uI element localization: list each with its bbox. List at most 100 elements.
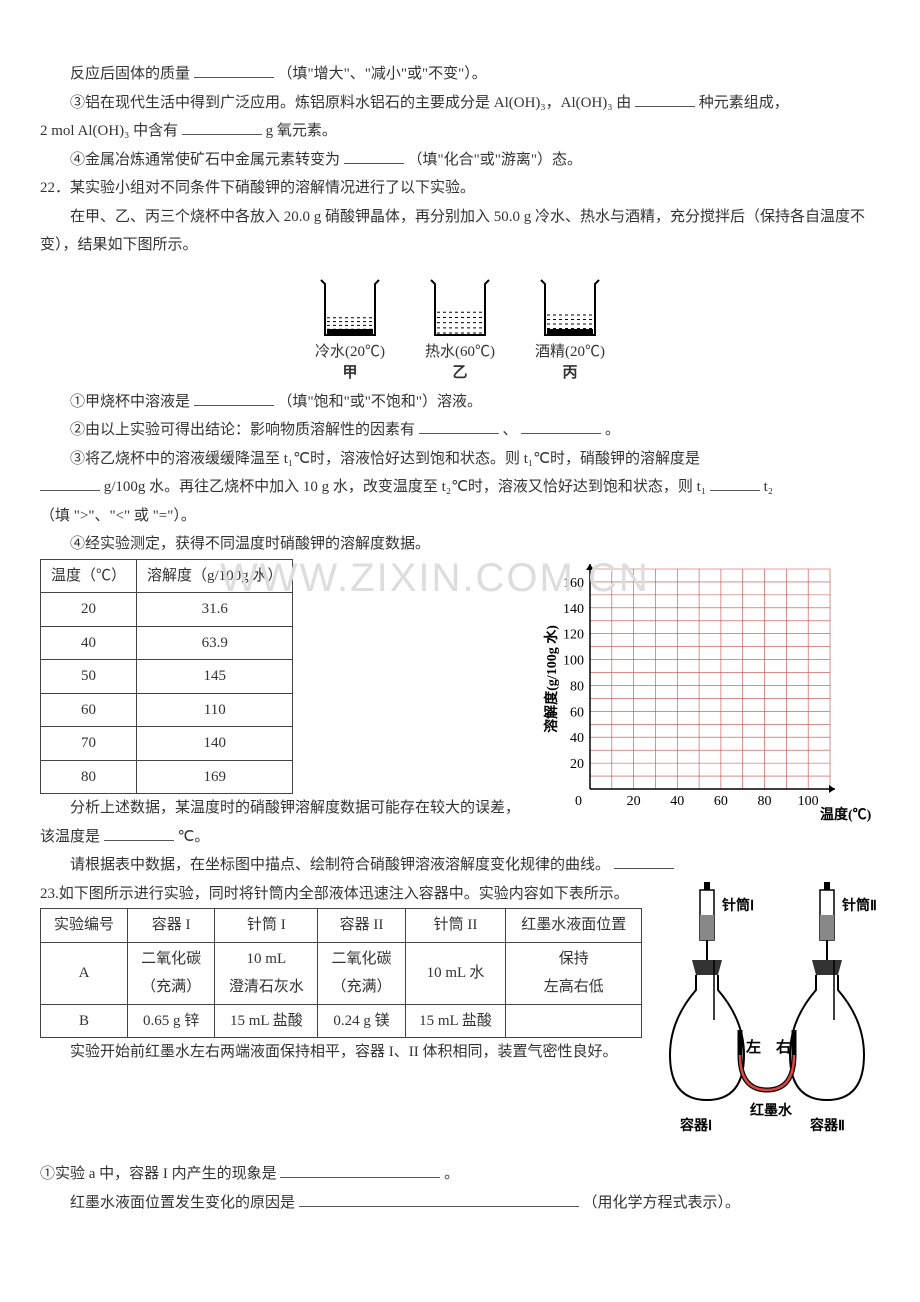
text: g/100g 水。再往乙烧杯中加入 10 g 水，改变温度至 t₂℃时，溶液又恰… xyxy=(104,479,706,495)
svg-text:红墨水: 红墨水 xyxy=(750,1102,793,1119)
beaker-name: 甲 xyxy=(342,363,357,384)
table-cell: 70 xyxy=(41,727,137,761)
beaker-name: 丙 xyxy=(562,363,577,384)
beaker-label: 冷水(20℃) xyxy=(315,342,385,363)
table-cell: B xyxy=(41,1004,128,1038)
table-row: 实验编号 容器 I 针筒 I 容器 II 针筒 II 红墨水液面位置 xyxy=(41,909,642,943)
table-cell: 15 mL 盐酸 xyxy=(405,1004,506,1038)
text: ③铝在现代生活中得到广泛应用。炼铝原料水铝石的主要成分是 Al(OH)₃，Al(… xyxy=(70,95,631,111)
svg-text:溶解度(g/100g 水): 溶解度(g/100g 水) xyxy=(543,624,560,732)
table-cell: 0.65 g 锌 xyxy=(128,1004,215,1038)
q22-intro: 在甲、乙、丙三个烧杯中各放入 20.0 g 硝酸钾晶体，再分别加入 50.0 g… xyxy=(40,203,880,260)
beaker-name: 乙 xyxy=(452,363,467,384)
svg-text:容器Ⅰ: 容器Ⅰ xyxy=(679,1117,712,1134)
table-header: 容器 II xyxy=(318,909,405,943)
table-cell: 保持左高右低 xyxy=(506,942,642,1004)
svg-text:80: 80 xyxy=(758,794,772,809)
svg-text:160: 160 xyxy=(563,575,584,590)
blank[interactable] xyxy=(521,418,601,434)
table-header: 温度（℃） xyxy=(41,559,137,593)
table-row: 4063.9 xyxy=(41,626,293,660)
beaker-label: 酒精(20℃) xyxy=(535,342,605,363)
q22-p4: ④经实验测定，获得不同温度时硝酸钾的溶解度数据。 xyxy=(40,530,880,559)
svg-text:120: 120 xyxy=(563,627,584,642)
table-cell: 50 xyxy=(41,660,137,694)
table-row: 50145 xyxy=(41,660,293,694)
q23-q2: 红墨水液面位置发生变化的原因是 （用化学方程式表示）。 xyxy=(40,1189,880,1218)
table-cell: 140 xyxy=(137,727,293,761)
blank[interactable] xyxy=(104,825,174,841)
beaker-label: 热水(60℃) xyxy=(425,342,495,363)
table-header: 针筒 II xyxy=(405,909,506,943)
table-cell: 60 xyxy=(41,693,137,727)
apparatus-svg: 针筒Ⅰ 针筒Ⅱ 左 右 红墨水 容器Ⅰ 容器Ⅱ xyxy=(650,880,880,1150)
text: g 氧元素。 xyxy=(266,123,337,139)
svg-text:100: 100 xyxy=(563,653,584,668)
text: ③将乙烧杯中的溶液缓缓降温至 t₁℃时，溶液恰好达到饱和状态。则 t₁℃时，硝酸… xyxy=(70,451,700,467)
text: 2 mol Al(OH)₃ 中含有 xyxy=(40,123,178,139)
text: 种元素组成， xyxy=(699,95,789,111)
text: 请根据表中数据，在坐标图中描点、绘制符合硝酸钾溶液溶解度变化规律的曲线。 xyxy=(70,857,610,873)
svg-text:40: 40 xyxy=(570,731,584,746)
text: ①实验 a 中，容器 I 内产生的现象是 xyxy=(40,1166,277,1182)
table-header: 溶解度（g/100g 水） xyxy=(137,559,293,593)
blank[interactable] xyxy=(344,148,404,164)
svg-text:20: 20 xyxy=(627,794,641,809)
svg-text:针筒Ⅱ: 针筒Ⅱ xyxy=(841,897,877,914)
table-cell xyxy=(506,1004,642,1038)
table-cell: 145 xyxy=(137,660,293,694)
blank[interactable] xyxy=(635,91,695,107)
blank[interactable] xyxy=(710,475,760,491)
beaker: 酒精(20℃)丙 xyxy=(535,272,605,384)
q22-p2: ②由以上实验可得出结论：影响物质溶解性的因素有 、 。 xyxy=(40,416,880,445)
blank[interactable] xyxy=(299,1191,579,1207)
svg-text:40: 40 xyxy=(670,794,684,809)
q21-line1: 反应后固体的质量 （填"增大"、"减小"或"不变"）。 xyxy=(40,60,880,89)
blank[interactable] xyxy=(194,390,274,406)
q21-line3: 2 mol Al(OH)₃ 中含有 g 氧元素。 xyxy=(40,117,880,146)
text: ④金属冶炼通常使矿石中金属元素转变为 xyxy=(70,152,340,168)
svg-text:80: 80 xyxy=(570,679,584,694)
blank[interactable] xyxy=(182,119,262,135)
q23-footer1: 实验开始前红墨水左右两端液面保持相平，容器 I、II 体积相同，装置气密性良好。 xyxy=(40,1038,642,1067)
text: ①甲烧杯中溶液是 xyxy=(70,394,190,410)
svg-text:0: 0 xyxy=(575,794,582,809)
table-cell: 二氧化碳（充满） xyxy=(318,942,405,1004)
table-header: 实验编号 xyxy=(41,909,128,943)
table-cell: 0.24 g 镁 xyxy=(318,1004,405,1038)
beaker-icon xyxy=(535,272,605,342)
text: 。 xyxy=(605,422,620,438)
table-header: 针筒 I xyxy=(215,909,318,943)
q22-p5: 分析上述数据，某温度时的硝酸钾溶解度数据可能存在较大的误差，该温度是 ℃。 xyxy=(40,794,530,851)
table-cell: 63.9 xyxy=(137,626,293,660)
svg-text:左: 左 xyxy=(745,1038,761,1056)
text: （填"饱和"或"不饱和"）溶液。 xyxy=(278,394,483,410)
beaker-icon xyxy=(425,272,495,342)
blank[interactable] xyxy=(194,62,274,78)
blank[interactable] xyxy=(40,475,100,491)
blank[interactable] xyxy=(280,1162,440,1178)
q22-p1: ①甲烧杯中溶液是 （填"饱和"或"不饱和"）溶液。 xyxy=(40,388,880,417)
table-row: 80169 xyxy=(41,760,293,794)
table-cell: 31.6 xyxy=(137,593,293,627)
q22-title: 22．某实验小组对不同条件下硝酸钾的溶解情况进行了以下实验。 xyxy=(40,174,880,203)
beaker: 冷水(20℃)甲 xyxy=(315,272,385,384)
q22-p6: 请根据表中数据，在坐标图中描点、绘制符合硝酸钾溶液溶解度变化规律的曲线。 xyxy=(40,851,880,880)
svg-text:针筒Ⅰ: 针筒Ⅰ xyxy=(721,897,754,914)
q23-title: 23.如下图所示进行实验，同时将针筒内全部液体迅速注入容器中。实验内容如下表所示… xyxy=(40,880,642,909)
text: （用化学方程式表示）。 xyxy=(583,1195,741,1211)
experiment-table: 实验编号 容器 I 针筒 I 容器 II 针筒 II 红墨水液面位置 A 二氧化… xyxy=(40,908,642,1038)
table-cell: 15 mL 盐酸 xyxy=(215,1004,318,1038)
svg-text:60: 60 xyxy=(714,794,728,809)
blank[interactable] xyxy=(614,853,674,869)
table-cell: 二氧化碳（充满） xyxy=(128,942,215,1004)
table-row: A 二氧化碳（充满） 10 mL澄清石灰水 二氧化碳（充满） 10 mL 水 保… xyxy=(41,942,642,1004)
beaker: 热水(60℃)乙 xyxy=(425,272,495,384)
svg-text:容器Ⅱ: 容器Ⅱ xyxy=(809,1117,845,1134)
table-cell: 80 xyxy=(41,760,137,794)
text: ②由以上实验可得出结论：影响物质溶解性的因素有 xyxy=(70,422,415,438)
svg-text:20: 20 xyxy=(570,757,584,772)
blank[interactable] xyxy=(419,418,499,434)
q22-p3d: （填 ">"、"<" 或 "="）。 xyxy=(40,502,880,531)
text: 反应后固体的质量 xyxy=(70,66,190,82)
